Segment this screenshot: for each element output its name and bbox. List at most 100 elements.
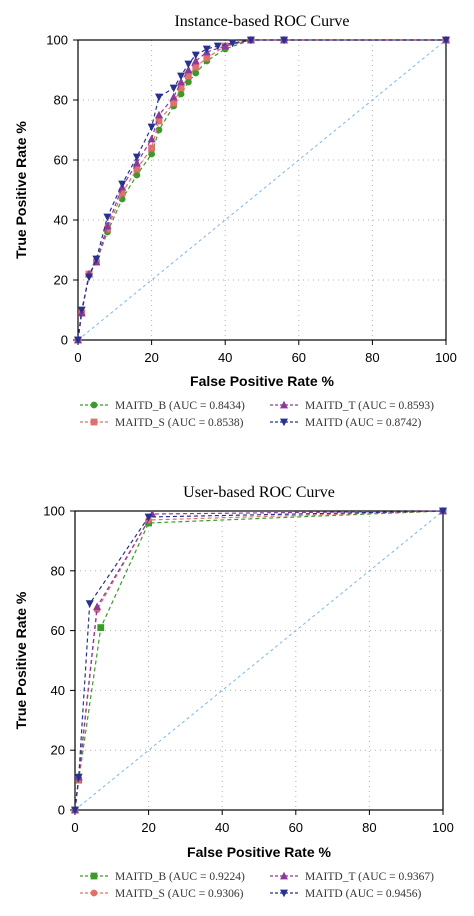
- x-tick-label: 20: [144, 350, 158, 365]
- data-point: [169, 92, 178, 101]
- data-point: [144, 513, 153, 522]
- y-tick-label: 100: [43, 504, 65, 519]
- legend-marker: [90, 401, 98, 409]
- data-point: [192, 69, 200, 77]
- legend-entry: MAITD_T (AUC = 0.9367): [305, 871, 434, 883]
- data-point: [147, 123, 156, 132]
- data-point: [74, 773, 83, 782]
- y-tick-label: 60: [51, 623, 65, 638]
- data-point: [93, 602, 102, 611]
- data-point: [148, 144, 155, 152]
- data-point: [155, 126, 163, 134]
- legend-entry: MAITD (AUC = 0.9456): [305, 888, 422, 900]
- data-point: [191, 51, 200, 60]
- y-tick-label: 100: [46, 33, 68, 48]
- y-tick-label: 20: [51, 743, 65, 758]
- legend-marker: [280, 400, 288, 409]
- data-point: [184, 60, 193, 69]
- data-point: [155, 117, 163, 125]
- data-point: [442, 36, 450, 45]
- legend-marker: [90, 418, 98, 426]
- data-point: [191, 56, 200, 65]
- y-tick-label: 80: [54, 93, 68, 108]
- data-point: [132, 153, 141, 162]
- data-point: [103, 213, 112, 222]
- x-tick-label: 0: [71, 820, 78, 835]
- data-point: [246, 36, 255, 45]
- y-tick-label: 80: [51, 563, 65, 578]
- data-point: [177, 77, 186, 86]
- data-point: [213, 42, 222, 51]
- data-point: [97, 624, 105, 632]
- legend-entry: MAITD_S (AUC = 0.9306): [115, 888, 244, 900]
- data-point: [133, 171, 141, 179]
- legend-marker: [280, 889, 288, 898]
- x-tick-label: 80: [362, 820, 376, 835]
- y-tick-label: 0: [61, 333, 68, 348]
- data-point: [177, 72, 186, 81]
- data-point: [192, 63, 200, 71]
- data-point: [118, 189, 126, 197]
- y-tick-label: 60: [54, 153, 68, 168]
- plot-frame: [74, 510, 444, 811]
- data-point: [185, 72, 192, 80]
- data-point: [203, 54, 211, 62]
- x-tick-label: 40: [218, 350, 232, 365]
- y-tick-label: 20: [54, 273, 68, 288]
- data-point: [439, 507, 447, 516]
- data-point: [147, 134, 156, 143]
- x-tick-label: 80: [365, 350, 379, 365]
- legend-marker: [280, 871, 288, 880]
- x-tick-label: 100: [432, 820, 454, 835]
- legend-entry: MAITD_B (AUC = 0.9224): [115, 871, 245, 883]
- legend-marker: [280, 418, 288, 427]
- data-point: [92, 255, 101, 264]
- data-point: [133, 165, 141, 173]
- x-axis-label: False Positive Rate %: [187, 844, 332, 860]
- data-point: [228, 39, 237, 48]
- reference-line: [74, 510, 444, 811]
- data-point: [154, 93, 163, 102]
- x-tick-label: 100: [435, 350, 457, 365]
- legend-entry: MAITD (AUC = 0.8742): [305, 417, 422, 429]
- data-point: [77, 306, 86, 315]
- data-point: [177, 84, 185, 92]
- x-tick-label: 20: [141, 820, 155, 835]
- data-point: [74, 336, 82, 345]
- reference-line: [77, 39, 447, 341]
- data-point: [85, 600, 94, 608]
- data-point: [118, 180, 127, 189]
- data-point: [169, 84, 178, 93]
- data-point: [280, 36, 289, 45]
- x-tick-label: 60: [289, 820, 303, 835]
- legend-entry: MAITD_S (AUC = 0.8538): [115, 417, 244, 429]
- data-point: [184, 65, 193, 74]
- legend-entry: MAITD_B (AUC = 0.8434): [115, 400, 245, 412]
- chart-title: Instance-based ROC Curve: [174, 13, 349, 30]
- y-axis-label: True Positive Rate %: [13, 591, 29, 729]
- legend-entry: MAITD_T (AUC = 0.8593): [305, 400, 434, 412]
- roc-chart-2: User-based ROC Curve 0 20 40 60 80 100 0 20 40 60 8…: [13, 484, 454, 900]
- data-point: [185, 78, 192, 86]
- data-point: [103, 221, 112, 230]
- x-tick-label: 60: [292, 350, 306, 365]
- data-point: [85, 273, 94, 282]
- y-tick-label: 40: [54, 213, 68, 228]
- x-tick-label: 0: [74, 350, 81, 365]
- data-point: [71, 806, 79, 815]
- data-point: [202, 45, 211, 54]
- y-tick-label: 40: [51, 683, 65, 698]
- data-point: [148, 150, 156, 158]
- data-point: [170, 99, 178, 107]
- y-tick-label: 0: [58, 803, 65, 818]
- legend-marker: [90, 889, 98, 897]
- x-tick-label: 40: [215, 820, 229, 835]
- x-axis-label: False Positive Rate %: [190, 373, 335, 389]
- data-point: [154, 110, 163, 119]
- chart-title: User-based ROC Curve: [183, 484, 335, 501]
- data-point: [177, 90, 185, 98]
- legend-marker: [90, 872, 98, 880]
- data-point: [221, 41, 230, 50]
- y-axis-label: True Positive Rate %: [13, 121, 29, 259]
